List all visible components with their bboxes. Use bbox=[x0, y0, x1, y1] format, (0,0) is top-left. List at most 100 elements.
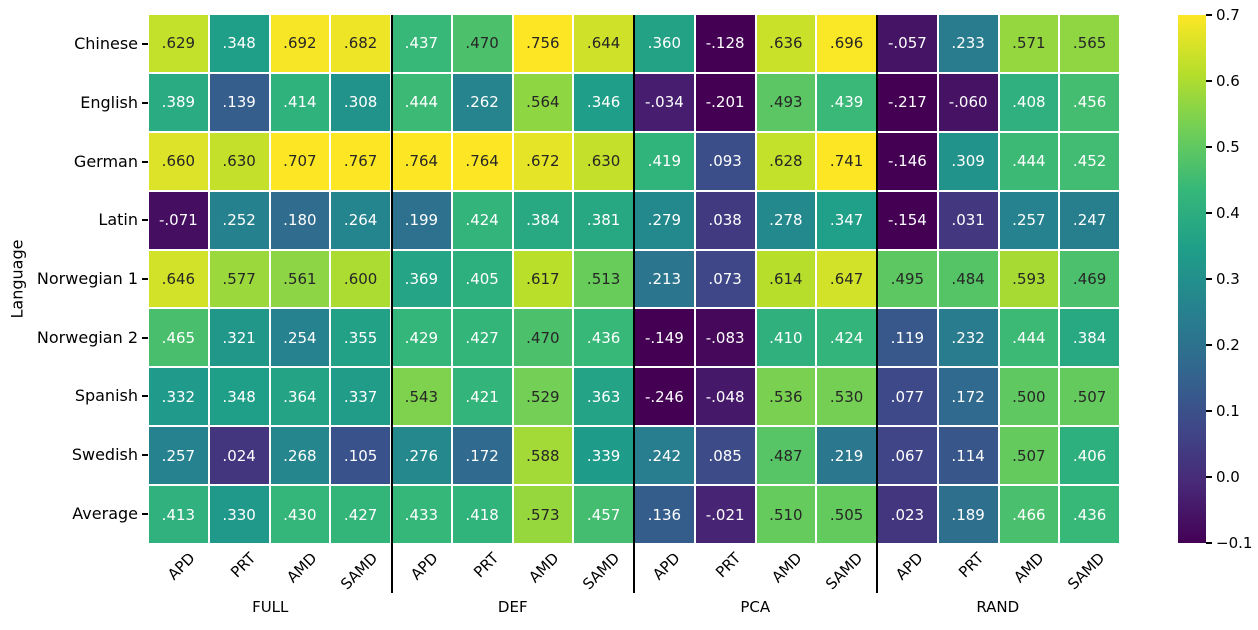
heatmap-cell: .189 bbox=[938, 486, 998, 543]
heatmap-cell: .629 bbox=[149, 15, 208, 72]
colorbar-tick-mark bbox=[1206, 476, 1212, 478]
heatmap-cell: .073 bbox=[695, 250, 755, 308]
heatmap-cell: .469 bbox=[1060, 250, 1119, 308]
heatmap-cell: .672 bbox=[513, 132, 573, 190]
heatmap-cell: -.071 bbox=[149, 191, 208, 249]
heatmap-cell: .262 bbox=[452, 73, 512, 131]
heatmap-cell: .413 bbox=[149, 486, 208, 543]
heatmap-cell: .484 bbox=[938, 250, 998, 308]
colorbar-tick-label: 0.1 bbox=[1216, 402, 1240, 420]
x-tick-label: SAMD bbox=[821, 549, 866, 594]
heatmap-cell: .647 bbox=[817, 250, 876, 308]
row-label: Norwegian 1 bbox=[36, 269, 138, 288]
heatmap-cell: .636 bbox=[756, 15, 816, 72]
heatmap-cell: .348 bbox=[209, 368, 269, 426]
heatmap-cell: .577 bbox=[209, 250, 269, 308]
heatmap-cell: .646 bbox=[149, 250, 208, 308]
y-tick-mark bbox=[142, 336, 148, 339]
row-label: English bbox=[80, 93, 138, 112]
y-tick-mark bbox=[142, 395, 148, 398]
heatmap-cell: .410 bbox=[756, 309, 816, 367]
heatmap-cell: .493 bbox=[756, 73, 816, 131]
heatmap-cell: .424 bbox=[452, 191, 512, 249]
y-tick-mark bbox=[142, 278, 148, 280]
heatmap-cell: .427 bbox=[452, 309, 512, 367]
heatmap-cell: .278 bbox=[756, 191, 816, 249]
heatmap-cell: .389 bbox=[149, 73, 208, 131]
y-tick-mark bbox=[142, 160, 148, 163]
heatmap-cell: .593 bbox=[999, 250, 1059, 308]
heatmap-cell: .254 bbox=[270, 309, 330, 367]
heatmap-cell: .384 bbox=[1060, 309, 1119, 367]
group-separator-line bbox=[390, 15, 393, 593]
heatmap-cell: .031 bbox=[938, 191, 998, 249]
heatmap-cell: -.201 bbox=[695, 73, 755, 131]
heatmap-cell: .614 bbox=[756, 250, 816, 308]
heatmap-cell: .756 bbox=[513, 15, 573, 72]
heatmap-cell: .741 bbox=[817, 132, 876, 190]
heatmap-cell: .764 bbox=[452, 132, 512, 190]
heatmap-cell: -.021 bbox=[695, 486, 755, 543]
heatmap-cell: .213 bbox=[635, 250, 694, 308]
heatmap-cell: .421 bbox=[452, 368, 512, 426]
heatmap-cell: -.154 bbox=[878, 191, 937, 249]
heatmap-cell: .696 bbox=[817, 15, 876, 72]
heatmap-cell: .564 bbox=[513, 73, 573, 131]
heatmap-cell: -.060 bbox=[938, 73, 998, 131]
colorbar-tick-label: 0.5 bbox=[1216, 138, 1240, 156]
row-label: Latin bbox=[98, 210, 138, 230]
heatmap-cell: .530 bbox=[817, 368, 876, 426]
heatmap-cell: .630 bbox=[209, 132, 269, 190]
heatmap-cell: .119 bbox=[878, 309, 937, 367]
heatmap-cell: .067 bbox=[878, 427, 937, 485]
heatmap-cell: .617 bbox=[513, 250, 573, 308]
heatmap-cell: .252 bbox=[209, 191, 269, 249]
heatmap-cell: .347 bbox=[817, 191, 876, 249]
x-tick-label: PRT bbox=[954, 549, 988, 582]
heatmap-cell: .543 bbox=[392, 368, 451, 426]
heatmap-cell: .408 bbox=[999, 73, 1059, 131]
heatmap-cell: .346 bbox=[574, 73, 633, 131]
heatmap-cell: .505 bbox=[817, 486, 876, 543]
heatmap-cell: -.048 bbox=[695, 368, 755, 426]
heatmap-cell: .436 bbox=[574, 309, 633, 367]
y-tick-mark bbox=[142, 43, 148, 46]
colorbar-tick-mark bbox=[1206, 212, 1212, 214]
heatmap-cell: .507 bbox=[1060, 368, 1119, 426]
x-tick-label: APD bbox=[891, 549, 927, 584]
heatmap-cell: .364 bbox=[270, 368, 330, 426]
y-tick-mark bbox=[142, 102, 148, 104]
heatmap-cell: .418 bbox=[452, 486, 512, 543]
heatmap-cell: .309 bbox=[938, 132, 998, 190]
heatmap-cell: .692 bbox=[270, 15, 330, 72]
colorbar-tick-label: 0.2 bbox=[1216, 336, 1240, 354]
heatmap-cell: .406 bbox=[1060, 427, 1119, 485]
x-tick-label: APD bbox=[649, 549, 685, 584]
heatmap-cell: .419 bbox=[635, 132, 694, 190]
heatmap-cell: .257 bbox=[149, 427, 208, 485]
heatmap-cell: -.146 bbox=[878, 132, 937, 190]
heatmap-cell: .308 bbox=[331, 73, 390, 131]
heatmap-cell: .023 bbox=[878, 486, 937, 543]
heatmap-cell: .513 bbox=[574, 250, 633, 308]
heatmap-cell: .247 bbox=[1060, 191, 1119, 249]
heatmap-cell: .424 bbox=[817, 309, 876, 367]
heatmap-cell: -.034 bbox=[635, 73, 694, 131]
colorbar-tick-label: −0.1 bbox=[1216, 534, 1253, 552]
heatmap-cell: .219 bbox=[817, 427, 876, 485]
x-tick-label: AMD bbox=[282, 549, 321, 587]
heatmap-cell: .452 bbox=[1060, 132, 1119, 190]
column-group-label: PCA bbox=[740, 598, 771, 616]
heatmap-cell: .414 bbox=[270, 73, 330, 131]
heatmap-cell: .339 bbox=[574, 427, 633, 485]
group-separator-line bbox=[875, 15, 878, 593]
heatmap-cell: .644 bbox=[574, 15, 633, 72]
heatmap-cell: .470 bbox=[513, 309, 573, 367]
x-tick-label: SAMD bbox=[336, 549, 381, 594]
heatmap-cell: .232 bbox=[938, 309, 998, 367]
heatmap-cell: .767 bbox=[331, 132, 390, 190]
heatmap-cell: .264 bbox=[331, 191, 390, 249]
heatmap-cell: .628 bbox=[756, 132, 816, 190]
x-tick-label: AMD bbox=[767, 549, 806, 587]
heatmap-cell: .139 bbox=[209, 73, 269, 131]
